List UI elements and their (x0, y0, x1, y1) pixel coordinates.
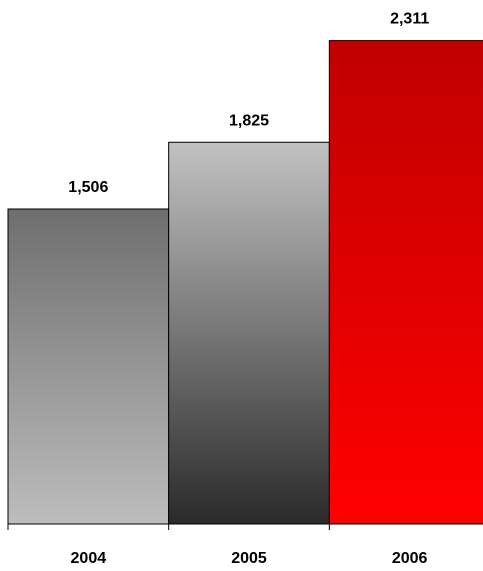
bar-2006 (328, 40, 483, 525)
x-axis-ticks (7, 524, 330, 530)
value-label-2005: 1,825 (229, 112, 269, 129)
category-label-2006: 2006 (392, 550, 428, 567)
bar-2004 (7, 208, 170, 525)
category-label-2004: 2004 (71, 550, 107, 567)
value-labels-group: 1,506 1,825 2,311 (68, 11, 429, 196)
bar-2005 (168, 141, 330, 525)
category-label-2005: 2005 (231, 550, 267, 567)
value-label-2006: 2,311 (390, 11, 429, 28)
category-labels-group: 2004 2005 2006 (71, 550, 428, 567)
value-label-2004: 1,506 (68, 179, 108, 196)
